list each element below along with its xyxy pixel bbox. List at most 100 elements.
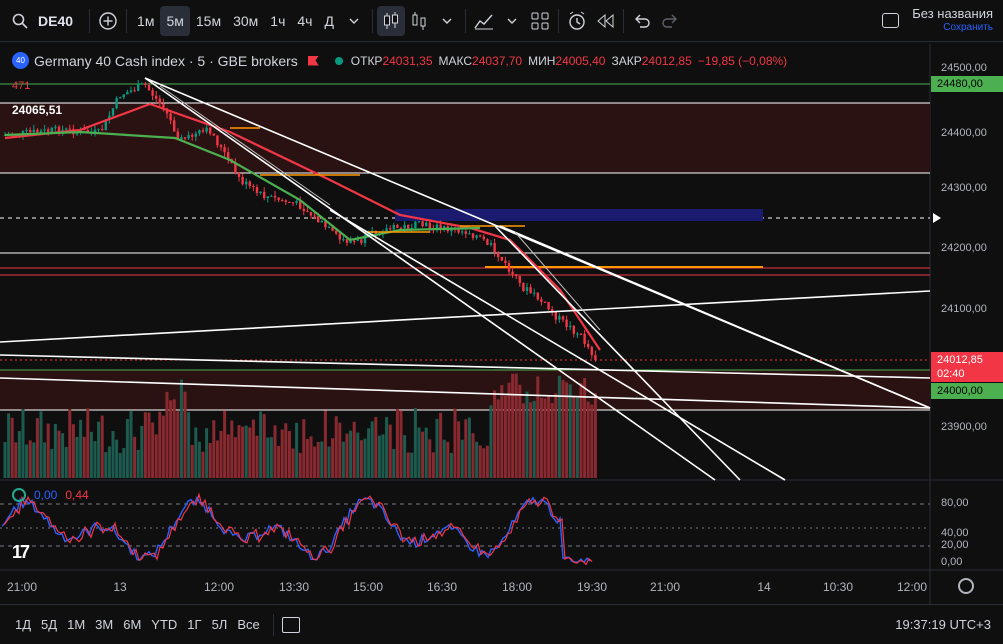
candle-body	[410, 227, 413, 230]
range-5y-button[interactable]: 5Л	[211, 617, 228, 632]
volume-bar	[133, 436, 137, 478]
candle-body	[482, 236, 485, 240]
stoch-k-value: 0,00	[34, 488, 58, 502]
gear-icon[interactable]	[958, 578, 974, 594]
volume-bar	[86, 408, 90, 478]
volume-bar	[46, 423, 50, 478]
range-6m-button[interactable]: 6М	[123, 617, 142, 632]
candles-icon[interactable]	[376, 5, 405, 36]
volume-bar	[183, 391, 187, 478]
volume-bar	[75, 436, 79, 478]
volume-bar	[53, 423, 57, 478]
volume-bar	[464, 419, 468, 478]
tradingview-logo-icon[interactable]: 17	[12, 542, 30, 562]
trend-line	[329, 209, 786, 481]
osc-label: 80,00	[941, 497, 969, 509]
order-block	[395, 209, 763, 221]
volume-bar	[10, 417, 14, 478]
candle-body	[3, 134, 7, 136]
candle-body	[21, 130, 25, 136]
volume-bar	[107, 446, 111, 478]
volume-bar	[280, 429, 284, 478]
volume-bar	[129, 411, 133, 478]
range-1d-button[interactable]: 1Д	[15, 617, 32, 632]
volume-bar	[269, 437, 273, 478]
flag-icon[interactable]	[307, 55, 319, 66]
candle-body	[241, 176, 244, 185]
time-label: 21:00	[649, 580, 681, 594]
candle-body	[565, 319, 568, 328]
volume-bar	[435, 418, 439, 478]
range-3m-button[interactable]: 3М	[95, 617, 114, 632]
candle-body	[68, 128, 71, 130]
range-ytd-button[interactable]: YTD	[151, 617, 178, 632]
candle-body	[529, 287, 532, 294]
layout-name[interactable]: Без названия Сохранить	[912, 6, 993, 33]
interval-day-button[interactable]: Д	[324, 12, 334, 29]
clock[interactable]: 19:37:19 UTC+3	[895, 617, 991, 632]
volume-bar	[273, 425, 277, 478]
interval-5m-button[interactable]: 5м	[160, 5, 190, 36]
time-label: 16:30	[426, 580, 458, 594]
volume-bar	[557, 375, 561, 478]
interval-30m-button[interactable]: 30м	[233, 12, 259, 29]
replay-icon[interactable]	[591, 6, 619, 36]
high-label: МАКС	[438, 53, 473, 68]
volume-bar	[302, 419, 306, 478]
volume-bar	[3, 442, 7, 478]
candle-body	[137, 84, 140, 91]
price-tag-top[interactable]: 24480,00	[931, 76, 1003, 92]
save-status[interactable]: Сохранить	[943, 22, 993, 33]
candle-body	[536, 292, 539, 300]
calendar-icon[interactable]	[281, 616, 300, 633]
osc-label: 0,00	[941, 556, 963, 568]
interval-4h-button[interactable]: 4ч	[297, 12, 313, 29]
range-1y-button[interactable]: 1Г	[187, 617, 202, 632]
redo-icon[interactable]	[656, 6, 684, 36]
candle-body	[57, 126, 61, 134]
layouts-grid-icon[interactable]	[526, 6, 554, 36]
time-label: 14	[757, 580, 771, 594]
bars-style-icon[interactable]	[405, 6, 433, 36]
time-label: 13:30	[278, 580, 310, 594]
range-1m-button[interactable]: 1М	[67, 617, 86, 632]
osc-label: 40,00	[941, 527, 969, 539]
price-tag-last[interactable]: 24012,85	[931, 352, 1003, 368]
trend-line	[0, 354, 931, 379]
price-tag-level[interactable]: 24000,00	[931, 383, 1003, 399]
alert-clock-icon[interactable]	[563, 6, 591, 36]
candle-body	[25, 130, 28, 132]
volume-bar	[57, 430, 61, 478]
candle-body	[511, 271, 514, 275]
candle-body	[65, 128, 68, 130]
stochastic-icon[interactable]	[12, 488, 26, 502]
candle-body	[590, 347, 593, 356]
search-icon[interactable]	[6, 6, 34, 36]
volume-bar	[568, 384, 572, 478]
symbol-name[interactable]: DE40	[38, 12, 74, 29]
volume-bar	[187, 412, 191, 478]
divider	[371, 8, 373, 33]
chevron-down-icon[interactable]	[433, 6, 461, 36]
range-all-button[interactable]: Все	[237, 617, 260, 632]
layout-select-icon[interactable]	[882, 13, 899, 28]
indicators-icon[interactable]	[470, 6, 498, 36]
volume-bar	[201, 451, 205, 478]
interval-1m-button[interactable]: 1м	[137, 12, 155, 29]
candle-body	[518, 275, 521, 283]
volume-bar	[388, 424, 392, 478]
candle-body	[403, 224, 406, 229]
chevron-down-icon[interactable]	[340, 6, 368, 36]
volume-bar	[35, 418, 39, 478]
interval-15m-button[interactable]: 15м	[195, 12, 222, 29]
volume-bar	[104, 452, 108, 478]
chevron-down-icon[interactable]	[498, 6, 526, 36]
candle-body	[435, 224, 439, 230]
undo-icon[interactable]	[628, 6, 656, 36]
interval-1h-button[interactable]: 1ч	[270, 12, 286, 29]
volume-bar	[111, 431, 115, 478]
add-symbol-icon[interactable]	[94, 6, 122, 36]
range-5d-button[interactable]: 5Д	[41, 617, 58, 632]
symbol-title[interactable]: Germany 40 Cash index · 5 · GBE brokers	[34, 52, 298, 69]
